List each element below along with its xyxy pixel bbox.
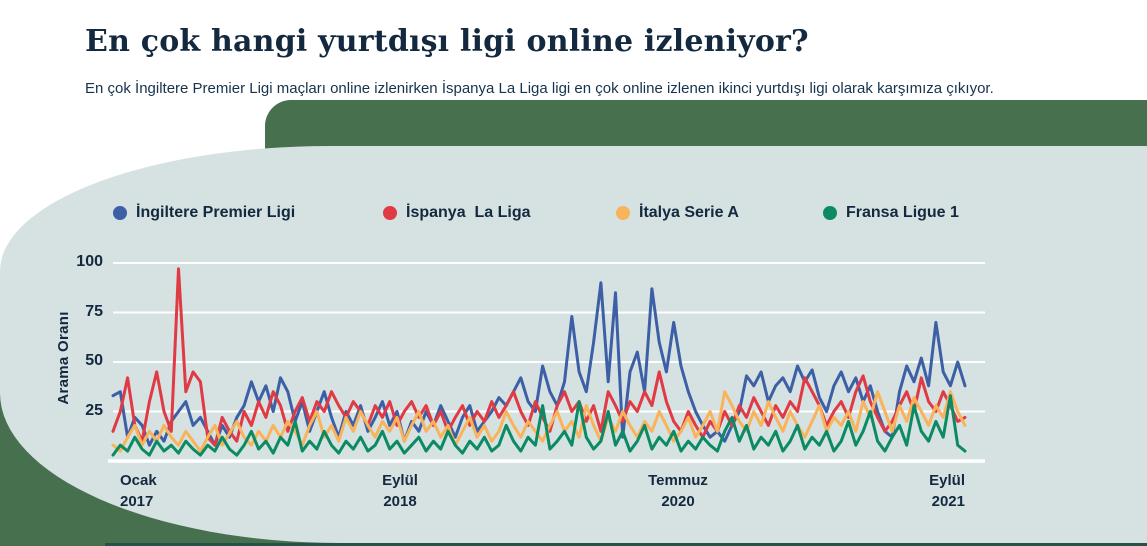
legend-label: İtalya Serie A [639, 204, 739, 221]
x-tick-year: 2020 [661, 493, 695, 510]
x-tick-month: Ocak [120, 472, 157, 489]
x-tick-year: 2018 [383, 493, 417, 510]
x-tick-eylul-2018: Eylül 2018 [358, 470, 442, 512]
x-tick-month: Eylül [929, 472, 965, 489]
legend-item-premier-ligi: İngiltere Premier Ligi [113, 204, 295, 222]
x-tick-year: 2021 [931, 493, 965, 510]
x-tick-year: 2017 [120, 493, 154, 510]
legend-item-la-liga: İspanya La Liga [383, 204, 530, 222]
legend-item-serie-a: İtalya Serie A [616, 204, 739, 222]
bottom-edge-strip [105, 543, 1147, 546]
page-subtitle: En çok İngiltere Premier Ligi maçları on… [85, 80, 994, 97]
legend-label: Fransa Ligue 1 [846, 204, 959, 221]
legend-item-ligue-1: Fransa Ligue 1 [823, 204, 959, 222]
x-tick-ocak-2017: Ocak 2017 [120, 470, 157, 512]
y-tick-50: 50 [85, 352, 103, 369]
legend-dot-icon [113, 206, 127, 220]
legend-label: İngiltere Premier Ligi [136, 204, 296, 221]
chart-panel [0, 146, 1147, 543]
x-tick-month: Eylül [382, 472, 418, 489]
y-tick-25: 25 [85, 402, 103, 419]
legend-dot-icon [823, 206, 837, 220]
x-tick-month: Temmuz [648, 472, 708, 489]
legend-dot-icon [383, 206, 397, 220]
x-tick-temmuz-2020: Temmuz 2020 [632, 470, 724, 512]
legend-dot-icon [616, 206, 630, 220]
y-tick-100: 100 [76, 253, 103, 270]
page-title: En çok hangi yurtdışı ligi online izleni… [85, 24, 809, 60]
legend-label: İspanya La Liga [406, 204, 531, 221]
x-tick-eylul-2021: Eylül 2021 [900, 470, 965, 512]
y-tick-75: 75 [85, 303, 103, 320]
